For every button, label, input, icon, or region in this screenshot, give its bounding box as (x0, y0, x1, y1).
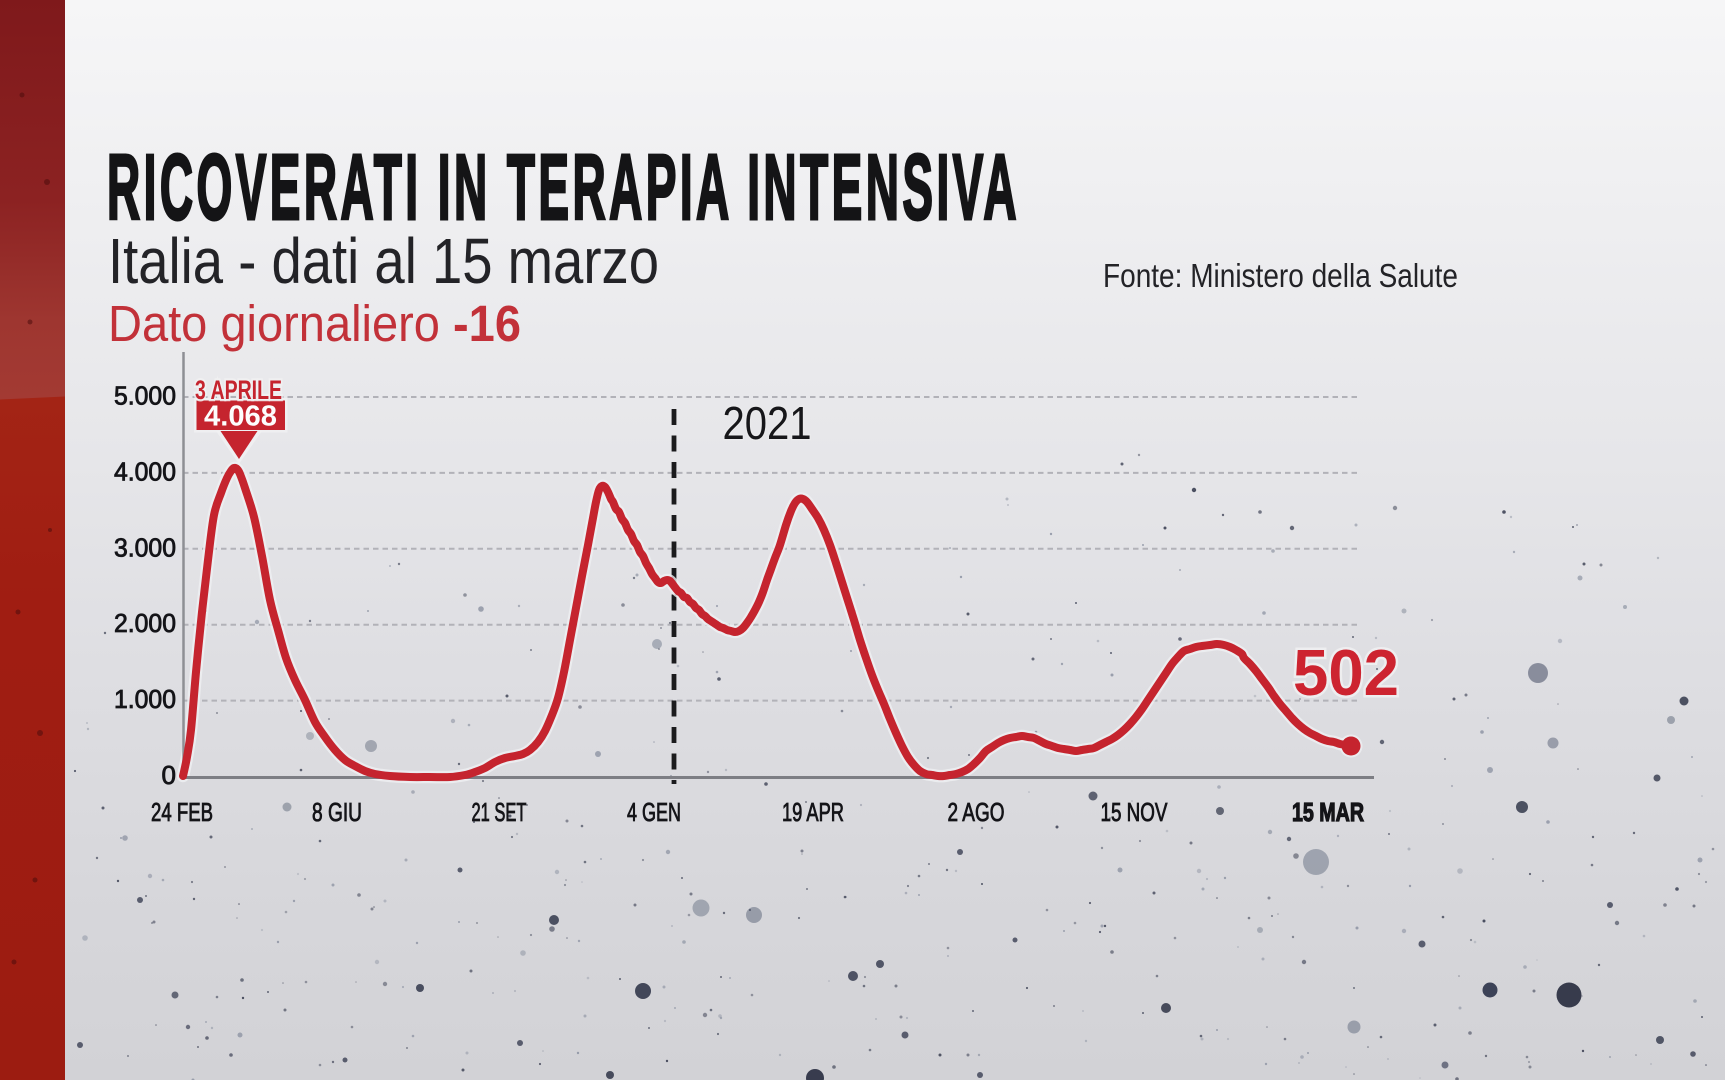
svg-text:2021: 2021 (723, 397, 812, 449)
svg-text:3.000: 3.000 (114, 532, 176, 562)
svg-text:21 SET: 21 SET (472, 799, 527, 827)
svg-text:4.000: 4.000 (114, 456, 176, 486)
svg-text:5.000: 5.000 (114, 381, 176, 411)
svg-text:0: 0 (162, 760, 176, 790)
svg-text:8 GIU: 8 GIU (312, 799, 362, 827)
svg-text:24 FEB: 24 FEB (151, 799, 213, 827)
svg-text:15 MAR: 15 MAR (1292, 799, 1364, 827)
svg-text:Dato giornaliero -16: Dato giornaliero -16 (108, 295, 521, 352)
svg-text:4 GEN: 4 GEN (627, 799, 681, 827)
svg-text:1.000: 1.000 (114, 684, 176, 714)
svg-text:Italia - dati al 15 marzo: Italia - dati al 15 marzo (108, 225, 659, 297)
svg-text:2 AGO: 2 AGO (948, 799, 1005, 827)
svg-text:19 APR: 19 APR (782, 799, 844, 827)
svg-text:2.000: 2.000 (114, 608, 176, 638)
svg-text:4.068: 4.068 (204, 401, 277, 433)
svg-text:3 APRILE: 3 APRILE (195, 375, 282, 405)
svg-text:RICOVERATI IN TERAPIA INTENSIV: RICOVERATI IN TERAPIA INTENSIVA (107, 135, 1020, 239)
svg-text:502: 502 (1293, 637, 1399, 709)
svg-text:Fonte: Ministero della Salute: Fonte: Ministero della Salute (1103, 257, 1458, 294)
svg-text:15 NOV: 15 NOV (1101, 799, 1168, 827)
